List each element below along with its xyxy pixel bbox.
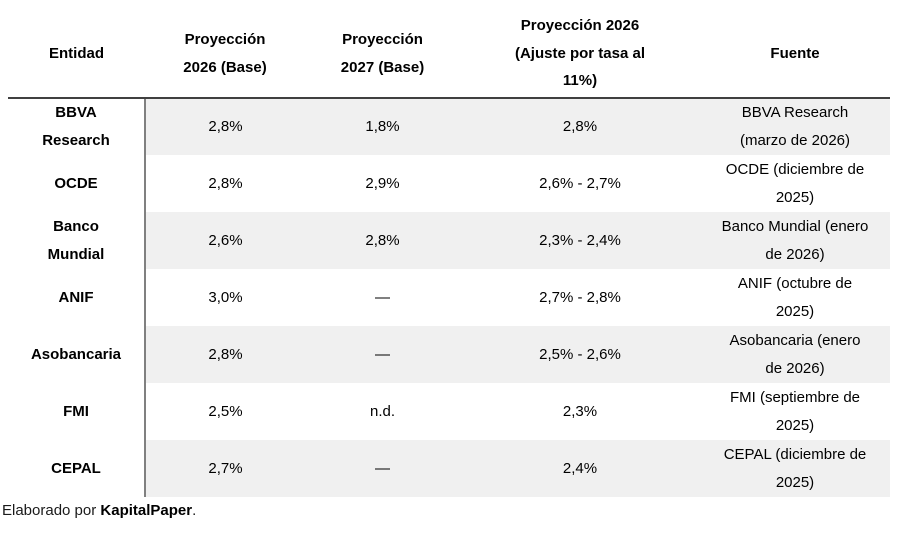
table-header: Entidad Proyección 2026 (Base) Proyecció… xyxy=(8,10,890,99)
attribution-suffix: . xyxy=(192,502,197,519)
attribution-prefix: Elaborado por xyxy=(2,502,101,519)
table-row: OCDE 2,8% 2,9% 2,6% - 2,7% OCDE (diciemb… xyxy=(8,155,890,212)
ajuste-cell: 2,3% - 2,4% xyxy=(460,212,700,269)
entity-cell: FMI xyxy=(8,383,146,440)
col-header-fuente: Fuente xyxy=(700,10,890,99)
table-row: BBVA Research 2,8% 1,8% 2,8% BBVA Resear… xyxy=(8,98,890,155)
brand-name: KapitalPaper xyxy=(100,502,193,519)
projections-table: Entidad Proyección 2026 (Base) Proyecció… xyxy=(8,10,890,497)
table-row: Banco Mundial 2,6% 2,8% 2,3% - 2,4% Banc… xyxy=(8,212,890,269)
proyeccion-2027-cell: — xyxy=(305,440,460,497)
proyeccion-2026-cell: 2,8% xyxy=(208,174,243,192)
proyeccion-2027-cell: 2,9% xyxy=(365,174,400,192)
attribution-line: Elaborado por KapitalPaper. xyxy=(2,502,196,519)
fuente-cell: Asobancaria (enero de 2026) xyxy=(700,326,890,383)
proyeccion-2026-cell: 2,7% xyxy=(145,440,305,497)
proyeccion-2027-cell: 2,8% xyxy=(305,212,460,269)
table-body: BBVA Research 2,8% 1,8% 2,8% BBVA Resear… xyxy=(8,98,890,497)
ajuste-cell: 2,6% - 2,7% xyxy=(539,174,621,192)
ajuste-cell: 2,5% - 2,6% xyxy=(460,326,700,383)
table-row: ANIF 3,0% — 2,7% - 2,8% ANIF (octubre de… xyxy=(8,269,890,326)
fuente-cell: OCDE (diciembre de 2025) xyxy=(725,160,865,206)
ajuste-cell: 2,8% xyxy=(460,98,700,155)
ajuste-cell: 2,7% - 2,8% xyxy=(539,288,621,306)
proyeccion-2027-cell: — xyxy=(305,326,460,383)
fuente-cell: ANIF (octubre de 2025) xyxy=(737,274,853,320)
col-header-entidad: Entidad xyxy=(8,10,145,99)
fuente-cell: Banco Mundial (enero de 2026) xyxy=(700,212,890,269)
table-row: FMI 2,5% n.d. 2,3% FMI (septiembre de 20… xyxy=(8,383,890,440)
ajuste-cell: 2,3% xyxy=(562,402,598,420)
entity-cell: OCDE xyxy=(8,155,146,212)
col-header-proyeccion-2027-base: Proyección 2027 (Base) xyxy=(305,10,460,99)
proyeccion-2027-cell: n.d. xyxy=(369,402,396,420)
entity-cell: ANIF xyxy=(8,269,146,326)
proyeccion-2026-cell: 2,5% xyxy=(208,402,243,420)
entity-cell: Asobancaria xyxy=(8,326,146,383)
entity-cell: Banco Mundial xyxy=(8,212,146,269)
proyeccion-2026-cell: 2,6% xyxy=(145,212,305,269)
col-header-proyeccion-2026-base: Proyección 2026 (Base) xyxy=(145,10,305,99)
fuente-cell: BBVA Research (marzo de 2026) xyxy=(700,98,890,155)
header-row: Entidad Proyección 2026 (Base) Proyecció… xyxy=(8,10,890,99)
proyeccion-2027-cell: — xyxy=(375,288,390,306)
entity-cell: BBVA Research xyxy=(8,98,146,155)
fuente-cell: FMI (septiembre de 2025) xyxy=(729,388,861,434)
proyeccion-2026-cell: 3,0% xyxy=(208,288,243,306)
ajuste-cell: 2,4% xyxy=(460,440,700,497)
proyeccion-2026-cell: 2,8% xyxy=(145,326,305,383)
proyeccion-2026-cell: 2,8% xyxy=(145,98,305,155)
fuente-cell: CEPAL (diciembre de 2025) xyxy=(700,440,890,497)
proyeccion-2027-cell: 1,8% xyxy=(305,98,460,155)
col-header-proyeccion-2026-ajuste: Proyección 2026 (Ajuste por tasa al 11%) xyxy=(460,10,700,99)
entity-cell: CEPAL xyxy=(8,440,146,497)
table-row: CEPAL 2,7% — 2,4% CEPAL (diciembre de 20… xyxy=(8,440,890,497)
table-row: Asobancaria 2,8% — 2,5% - 2,6% Asobancar… xyxy=(8,326,890,383)
